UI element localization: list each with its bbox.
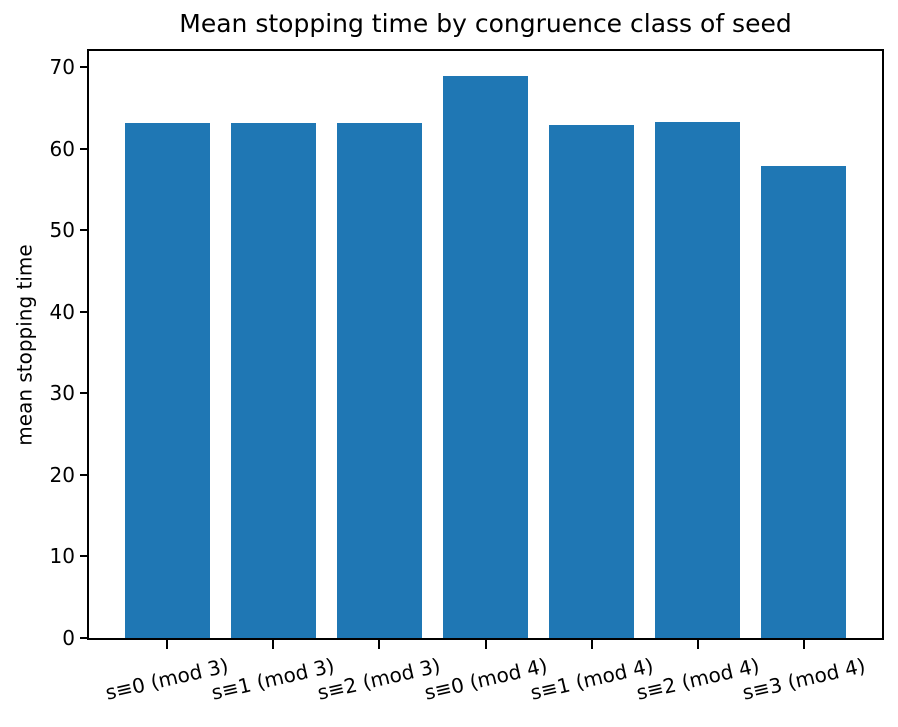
y-tick-label: 30 xyxy=(49,381,75,406)
y-tick-mark xyxy=(80,392,87,395)
x-tick-mark xyxy=(378,638,381,649)
y-tick-mark xyxy=(80,310,87,313)
y-tick-mark xyxy=(80,555,87,558)
bar xyxy=(231,122,316,638)
x-tick-mark xyxy=(272,638,275,649)
bar xyxy=(761,165,846,638)
y-tick-label: 70 xyxy=(49,55,75,80)
y-tick-label: 50 xyxy=(49,218,75,243)
plot-area: s≡0 (mod 3) s≡1 (mod 3) s≡2 (mod 3) s≡0 (mo… xyxy=(50,49,884,705)
bar xyxy=(655,121,740,638)
chart-title: Mean stopping time by congruence class o… xyxy=(179,9,792,38)
x-tick-label: s≡1 (mod 4) xyxy=(527,653,656,705)
y-tick-mark xyxy=(80,66,87,69)
x-tick-label: s≡3 (mod 4) xyxy=(739,653,868,705)
x-tick-mark xyxy=(166,638,169,649)
y-tick-mark xyxy=(80,147,87,150)
x-tick-label: s≡2 (mod 3) xyxy=(315,653,444,705)
x-tick-label: s≡0 (mod 4) xyxy=(421,653,550,705)
x-tick-label: s≡2 (mod 4) xyxy=(633,653,762,705)
x-tick-mark xyxy=(696,638,699,649)
y-tick-mark xyxy=(80,637,87,639)
y-tick-label: 20 xyxy=(49,462,75,487)
y-tick-label: 40 xyxy=(49,299,75,324)
y-tick-mark xyxy=(80,473,87,476)
y-tick-mark xyxy=(80,229,87,232)
y-axis-label: mean stopping time xyxy=(12,244,37,446)
bar xyxy=(443,76,528,638)
y-tick-label: 10 xyxy=(49,544,75,569)
x-tick-mark xyxy=(802,638,805,649)
x-tick-mark xyxy=(590,638,593,649)
y-tick-label: 0 xyxy=(62,626,75,650)
bar xyxy=(549,125,634,638)
bar xyxy=(125,122,210,638)
bar xyxy=(337,122,422,638)
x-tick-mark xyxy=(484,638,487,649)
y-tick-label: 60 xyxy=(49,136,75,161)
